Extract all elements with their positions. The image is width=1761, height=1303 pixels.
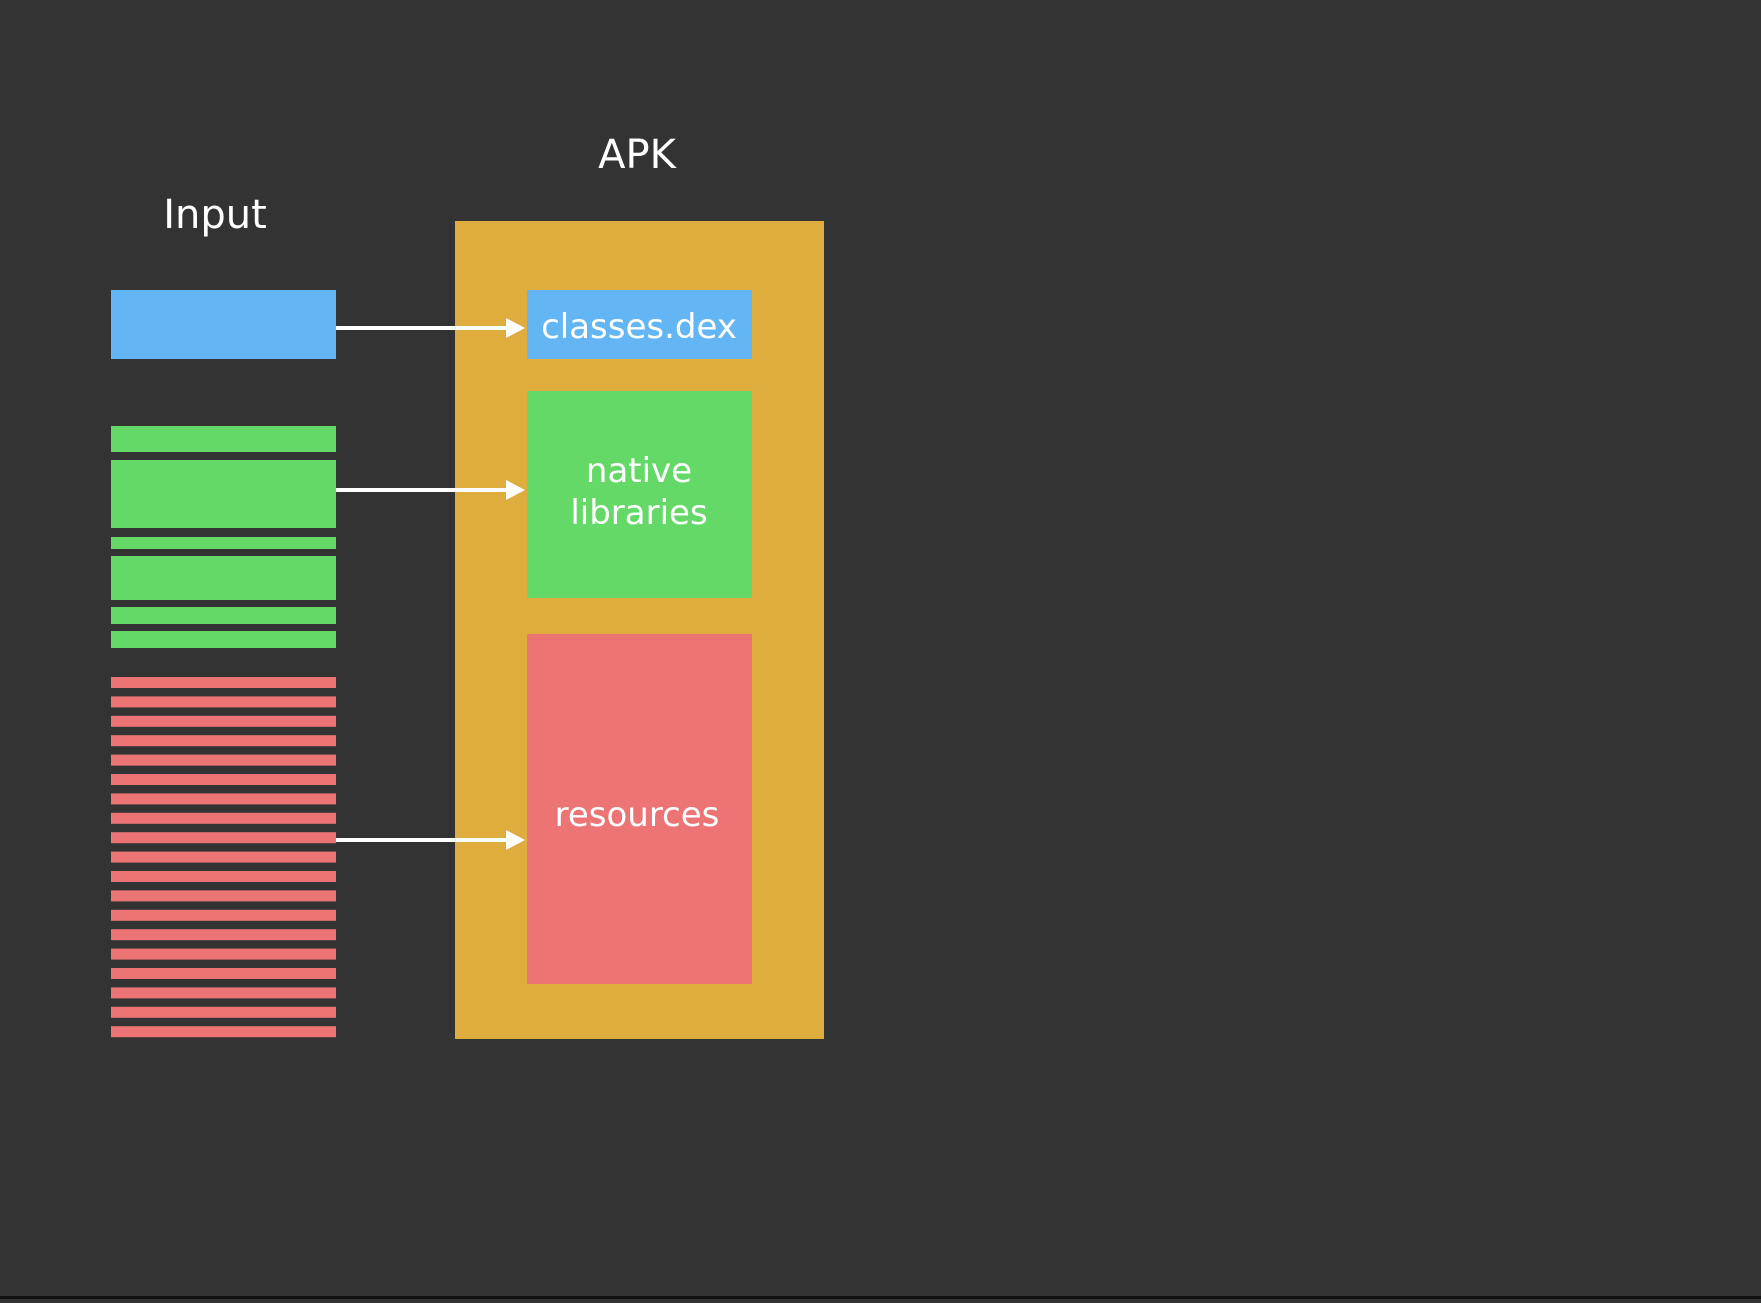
input-resource-block: [111, 677, 336, 688]
arrow-classes: [336, 318, 525, 338]
input-native-block: [111, 607, 336, 624]
input-resource-block: [111, 812, 336, 824]
arrow-native: [336, 480, 525, 500]
classes-dex-label: classes.dex: [541, 307, 737, 347]
input-native-block: [111, 426, 336, 452]
bottom-border: [0, 1296, 1761, 1299]
input-resource-block: [111, 1026, 336, 1038]
input-label: Input: [163, 192, 267, 238]
input-resource-block: [111, 851, 336, 863]
input-resource-block: [111, 948, 336, 960]
input-native-block: [111, 460, 336, 528]
input-resource-blocks: [111, 677, 336, 1038]
apk-label: APK: [598, 132, 677, 178]
input-resource-block: [111, 968, 336, 979]
classes-dex-box: [527, 290, 752, 359]
input-native-block: [111, 537, 336, 549]
input-resource-block: [111, 909, 336, 921]
input-resource-block: [111, 890, 336, 902]
arrow-resources-head: [506, 830, 525, 850]
input-resource-block: [111, 735, 336, 747]
input-resource-block: [111, 871, 336, 882]
resources-label: resources: [555, 795, 720, 835]
arrow-resources: [336, 830, 525, 850]
input-native-blocks: [111, 426, 336, 648]
input-resource-block: [111, 696, 336, 708]
input-resource-block: [111, 832, 336, 844]
input-resource-block: [111, 774, 336, 785]
input-resource-block: [111, 754, 336, 766]
input-resource-block: [111, 715, 336, 727]
input-resource-block: [111, 987, 336, 999]
arrow-native-head: [506, 480, 525, 500]
arrow-classes-head: [506, 318, 525, 338]
input-native-block: [111, 631, 336, 648]
resources-box: [527, 634, 752, 984]
native-libraries-label-line2: libraries: [570, 493, 707, 533]
input-classes-block: [111, 290, 336, 359]
input-resource-block: [111, 793, 336, 805]
input-resource-block: [111, 1006, 336, 1018]
native-libraries-box: [527, 391, 752, 598]
input-native-block: [111, 556, 336, 600]
input-resource-block: [111, 929, 336, 941]
native-libraries-label-line1: native: [586, 451, 692, 491]
